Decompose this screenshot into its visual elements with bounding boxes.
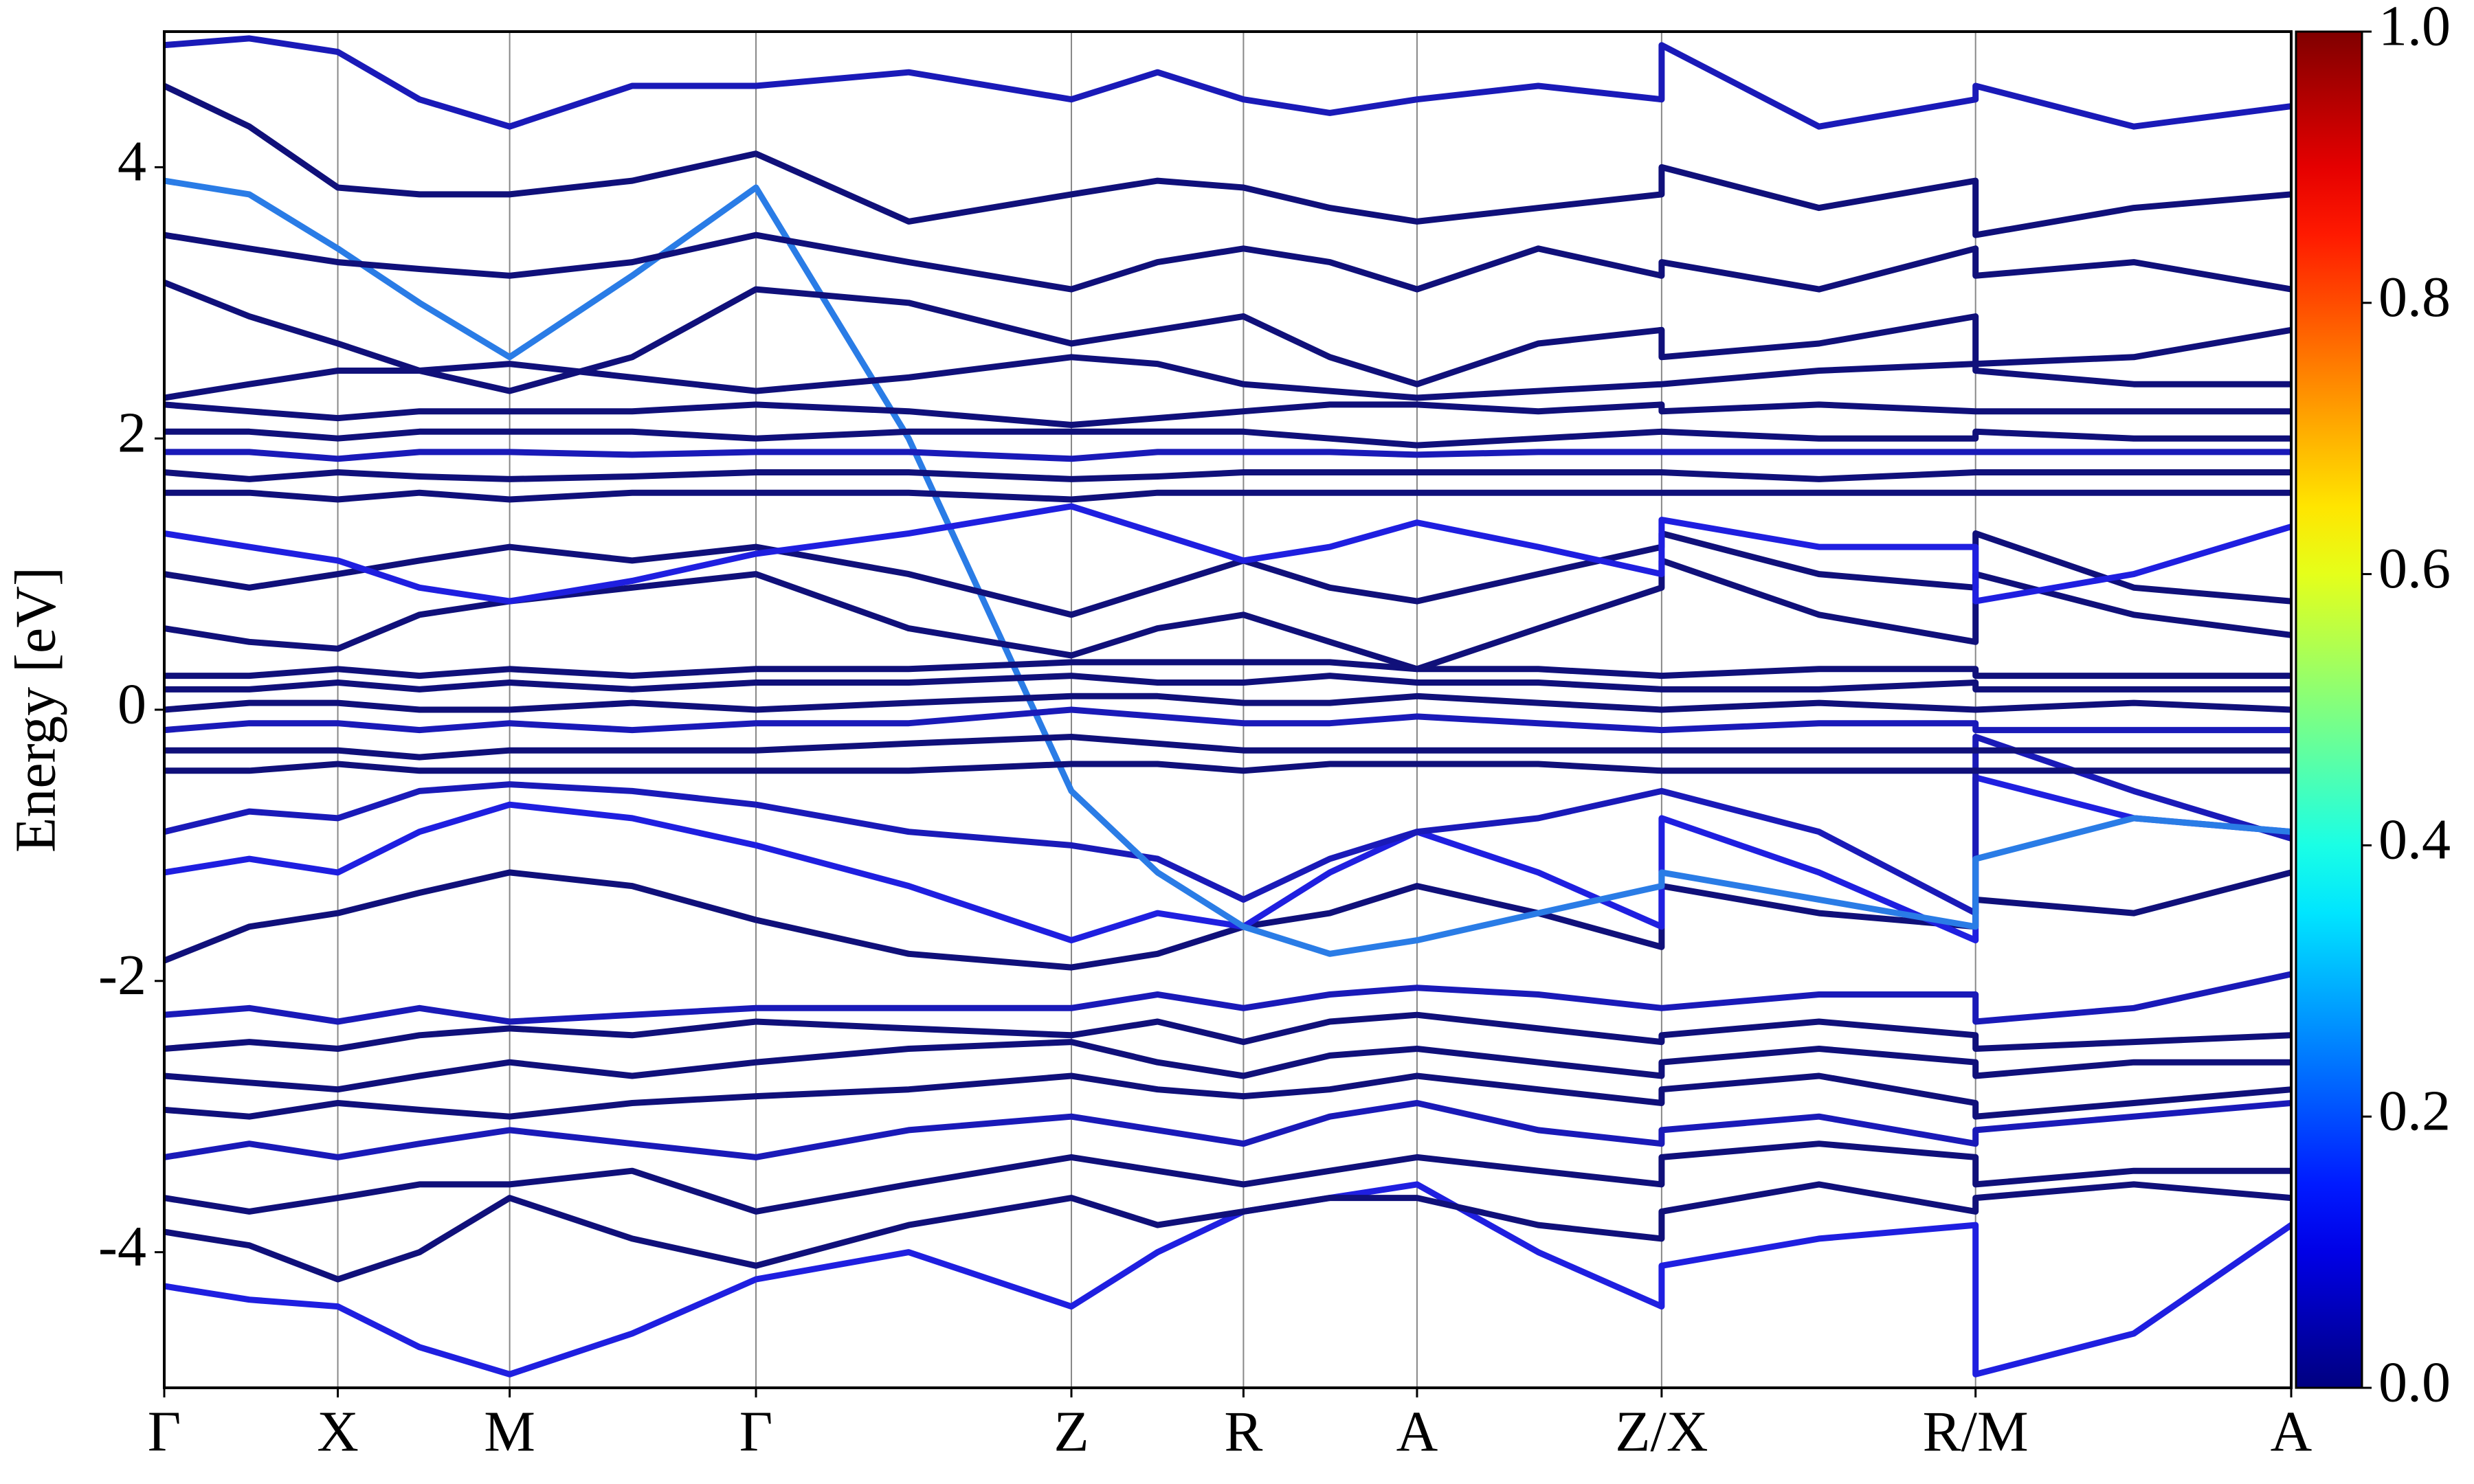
band: [164, 489, 2291, 503]
colorbar-tick-label: 0.0: [2378, 1350, 2451, 1414]
band: [164, 761, 2291, 774]
colorbar-tick-label: 0.4: [2378, 808, 2451, 872]
band: [164, 706, 2291, 734]
band: [164, 428, 2291, 449]
x-tick-label: A: [1396, 1399, 1438, 1463]
band: [164, 469, 2291, 482]
x-tick-label: Γ: [148, 1399, 181, 1463]
colorbar-tick-label: 0.6: [2378, 537, 2451, 600]
band: [164, 449, 2291, 462]
band: [164, 557, 2291, 673]
band: [164, 354, 2291, 401]
band: [164, 693, 2291, 713]
band: [164, 503, 2291, 605]
band: [164, 401, 2291, 428]
y-axis-label: Energy [eV]: [3, 567, 67, 853]
x-tick-label: Z: [1054, 1399, 1089, 1463]
x-tick-label: Z/X: [1615, 1399, 1708, 1463]
x-tick-label: M: [484, 1399, 535, 1463]
x-tick-label: X: [317, 1399, 359, 1463]
band: [164, 1039, 2291, 1093]
colorbar-tick-label: 0.2: [2378, 1079, 2451, 1143]
y-tick-label: 0: [118, 672, 146, 736]
band: [164, 279, 2291, 394]
band: [164, 1072, 2291, 1120]
x-tick-label: R/M: [1923, 1399, 2029, 1463]
band: [164, 1011, 2291, 1052]
band: [164, 35, 2291, 130]
colorbar-tick-label: 0.8: [2378, 265, 2451, 329]
band: [164, 971, 2291, 1025]
x-tick-label: A: [2271, 1399, 2313, 1463]
y-tick-label: -2: [98, 943, 146, 1007]
band: [164, 659, 2291, 679]
band: [164, 1181, 2291, 1283]
y-tick-label: 2: [118, 401, 146, 464]
x-tick-label: R: [1224, 1399, 1262, 1463]
band: [164, 232, 2291, 293]
band: [164, 82, 2291, 238]
band: [164, 734, 2291, 761]
band: [164, 1140, 2291, 1215]
bands: [164, 35, 2291, 1378]
x-tick-label: Γ: [739, 1399, 773, 1463]
band: [164, 673, 2291, 693]
band: [164, 177, 2291, 957]
y-tick-label: -4: [98, 1215, 146, 1279]
colorbar-tick-label: 1.0: [2378, 0, 2451, 58]
band: [164, 1100, 2291, 1160]
colorbar: [2295, 30, 2363, 1389]
y-tick-label: 4: [118, 130, 146, 194]
band: [164, 734, 2291, 917]
